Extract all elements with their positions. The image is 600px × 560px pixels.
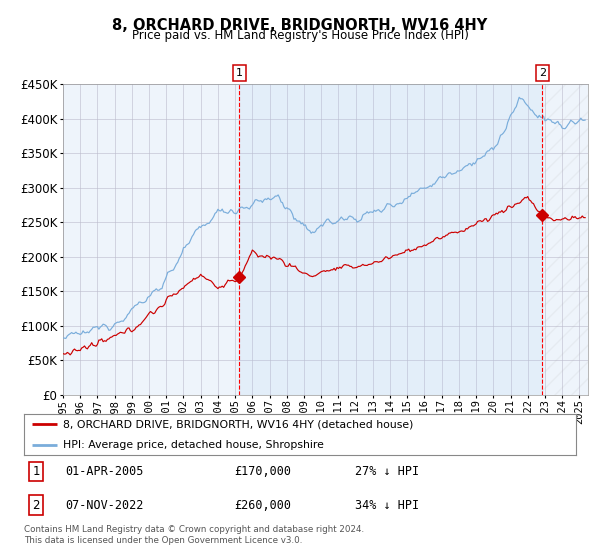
Text: Price paid vs. HM Land Registry's House Price Index (HPI): Price paid vs. HM Land Registry's House … <box>131 29 469 42</box>
Bar <box>239 84 542 395</box>
Text: 34% ↓ HPI: 34% ↓ HPI <box>355 499 419 512</box>
Text: HPI: Average price, detached house, Shropshire: HPI: Average price, detached house, Shro… <box>62 440 323 450</box>
Text: 1: 1 <box>32 465 40 478</box>
Text: 8, ORCHARD DRIVE, BRIDGNORTH, WV16 4HY: 8, ORCHARD DRIVE, BRIDGNORTH, WV16 4HY <box>112 18 488 33</box>
Text: 27% ↓ HPI: 27% ↓ HPI <box>355 465 419 478</box>
Text: 2: 2 <box>32 499 40 512</box>
Text: £260,000: £260,000 <box>234 499 291 512</box>
Bar <box>542 84 588 395</box>
Text: 8, ORCHARD DRIVE, BRIDGNORTH, WV16 4HY (detached house): 8, ORCHARD DRIVE, BRIDGNORTH, WV16 4HY (… <box>62 419 413 430</box>
Text: 07-NOV-2022: 07-NOV-2022 <box>65 499 144 512</box>
Text: 2: 2 <box>539 68 546 78</box>
Text: 01-APR-2005: 01-APR-2005 <box>65 465 144 478</box>
Text: £170,000: £170,000 <box>234 465 291 478</box>
Text: 1: 1 <box>236 68 243 78</box>
Text: Contains HM Land Registry data © Crown copyright and database right 2024.
This d: Contains HM Land Registry data © Crown c… <box>24 525 364 545</box>
